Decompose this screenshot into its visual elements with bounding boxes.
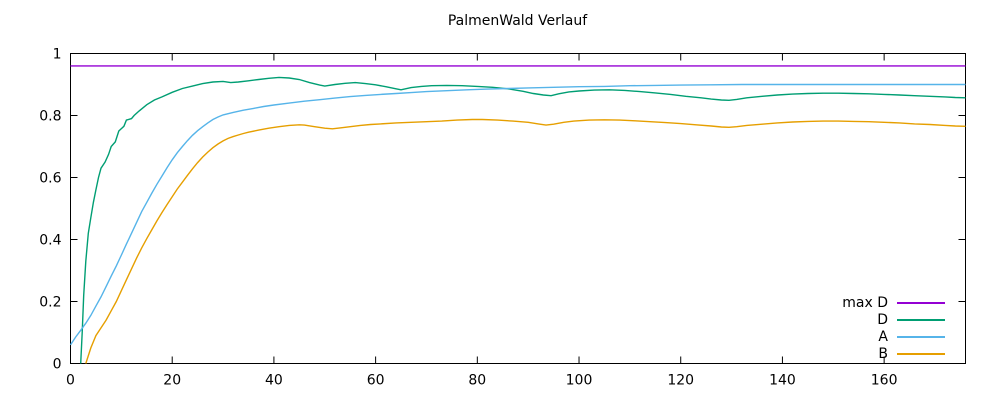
legend-label: A [878, 328, 888, 345]
chart-title: PalmenWald Verlauf [447, 13, 588, 29]
y-tick-label: 0.6 [39, 171, 61, 187]
legend-line-sample [897, 318, 945, 321]
y-tick-label: 0 [53, 357, 62, 373]
legend-label: max D [842, 294, 888, 311]
x-tick-label: 80 [468, 373, 486, 389]
legend-label: B [878, 345, 888, 362]
legend-item-B: B [842, 345, 945, 362]
series-line-D [80, 76, 966, 364]
y-tick-label: 0.8 [39, 109, 61, 125]
x-tick-label: 140 [769, 373, 796, 389]
legend-item-D: D [842, 311, 945, 328]
series-line-B [85, 118, 966, 364]
legend-line-sample [897, 352, 945, 355]
y-tick-label: 1 [53, 47, 62, 63]
legend-line-sample [897, 335, 945, 338]
y-tick-label: 0.4 [39, 233, 61, 249]
x-tick-label: 40 [265, 373, 283, 389]
x-tick-label: 160 [871, 373, 898, 389]
x-tick-label: 0 [66, 373, 75, 389]
legend-line-sample [897, 301, 945, 304]
legend-item-A: A [842, 328, 945, 345]
legend-item-max-D: max D [842, 294, 945, 311]
x-tick-label: 20 [163, 373, 181, 389]
y-tick-label: 0.2 [39, 295, 61, 311]
x-tick-label: 100 [566, 373, 593, 389]
series-line-A [69, 83, 966, 346]
x-tick-label: 60 [367, 373, 385, 389]
x-tick-label: 120 [667, 373, 694, 389]
legend-label: D [877, 311, 888, 328]
plot-border [70, 53, 966, 364]
